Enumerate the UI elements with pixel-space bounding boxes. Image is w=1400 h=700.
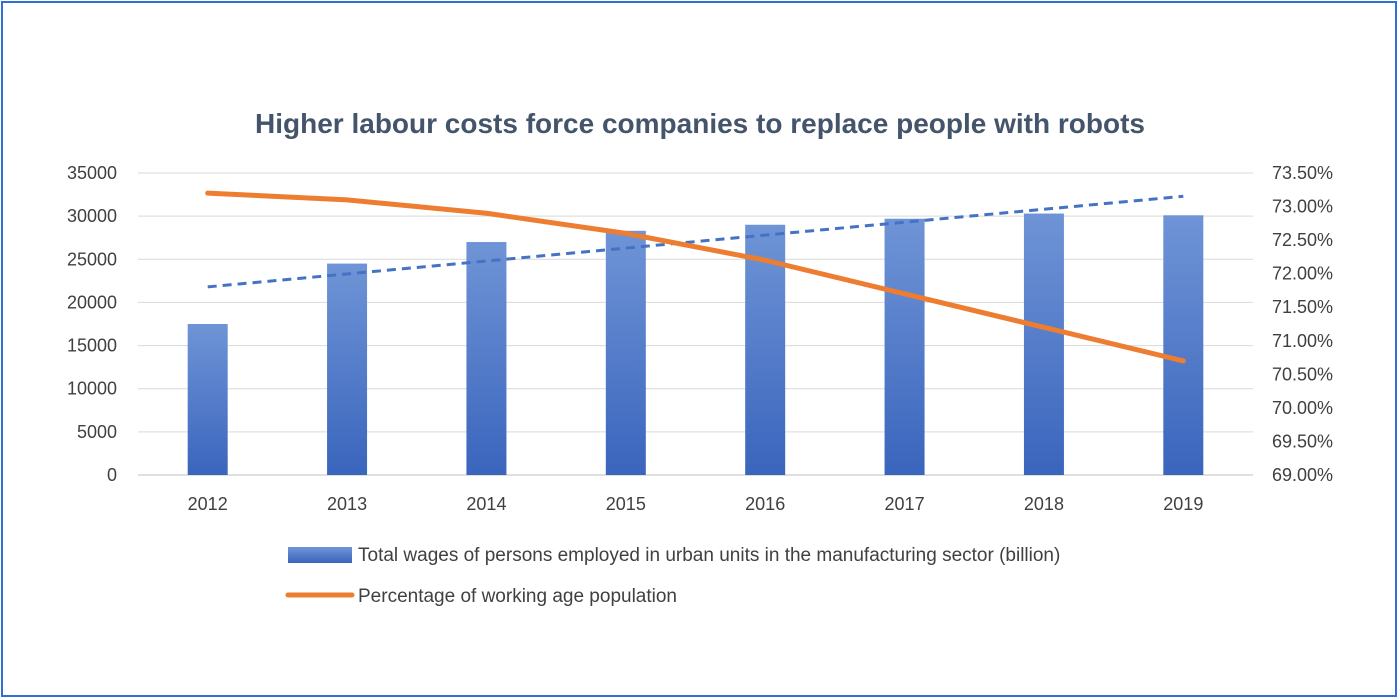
left-axis-labels: 0 5000 10000 15000 20000 25000 30000 35000 xyxy=(67,163,117,485)
x-axis-tick-label: 2013 xyxy=(327,494,367,514)
trendline xyxy=(207,194,1184,289)
right-axis-tick-label: 69.00% xyxy=(1272,465,1333,485)
x-axis-tick-label: 2014 xyxy=(466,494,506,514)
bar-2016 xyxy=(745,224,786,475)
right-axis-tick-label: 72.00% xyxy=(1272,264,1333,284)
bar-2014 xyxy=(466,242,507,475)
right-axis-tick-label: 69.50% xyxy=(1272,431,1333,451)
right-axis-tick-label: 73.50% xyxy=(1272,163,1333,183)
left-axis-tick-label: 25000 xyxy=(67,249,117,269)
right-axis-tick-label: 71.50% xyxy=(1272,297,1333,317)
gridlines xyxy=(138,172,1253,476)
right-axis-tick-label: 73.00% xyxy=(1272,197,1333,217)
right-axis-tick-label: 70.50% xyxy=(1272,364,1333,384)
bar-2019 xyxy=(1163,215,1204,475)
bar-2013 xyxy=(327,263,368,475)
x-axis-tick-label: 2017 xyxy=(885,494,925,514)
left-axis-tick-label: 20000 xyxy=(67,292,117,312)
x-axis-tick-label: 2015 xyxy=(606,494,646,514)
legend: Total wages of persons employed in urban… xyxy=(285,545,1060,607)
left-axis-tick-label: 0 xyxy=(107,465,117,485)
left-axis-tick-label: 30000 xyxy=(67,206,117,226)
bar-2018 xyxy=(1023,213,1064,475)
left-axis-tick-label: 15000 xyxy=(67,336,117,356)
legend-line-label: Percentage of working age population xyxy=(358,586,677,607)
working-age-line xyxy=(205,190,1186,364)
bar-2015 xyxy=(605,230,646,475)
trendline-path xyxy=(207,194,1184,289)
legend-bar-label: Total wages of persons employed in urban… xyxy=(358,545,1060,566)
left-axis-tick-label: 35000 xyxy=(67,163,117,183)
left-axis-tick-label: 10000 xyxy=(67,379,117,399)
x-axis-tick-label: 2019 xyxy=(1163,494,1203,514)
bar-2012 xyxy=(187,324,228,475)
right-axis-labels: 69.00% 69.50% 70.00% 70.50% 71.00% 71.50% 72.0… xyxy=(1272,163,1333,485)
legend-bar-swatch xyxy=(288,547,352,563)
line-series xyxy=(205,190,1186,364)
x-axis-labels: 2012 2013 2014 2015 2016 2017 2018 2019 xyxy=(188,494,1204,514)
x-axis-tick-label: 2018 xyxy=(1024,494,1064,514)
right-axis-tick-label: 71.00% xyxy=(1272,331,1333,351)
right-axis-tick-label: 72.50% xyxy=(1272,230,1333,250)
right-axis-tick-label: 70.00% xyxy=(1272,398,1333,418)
chart-title: Higher labour costs force companies to r… xyxy=(255,108,1145,139)
left-axis-tick-label: 5000 xyxy=(77,422,117,442)
x-axis-tick-label: 2012 xyxy=(188,494,228,514)
x-axis-tick-label: 2016 xyxy=(745,494,785,514)
bar-2017 xyxy=(884,218,925,475)
bar-series xyxy=(187,213,1204,475)
